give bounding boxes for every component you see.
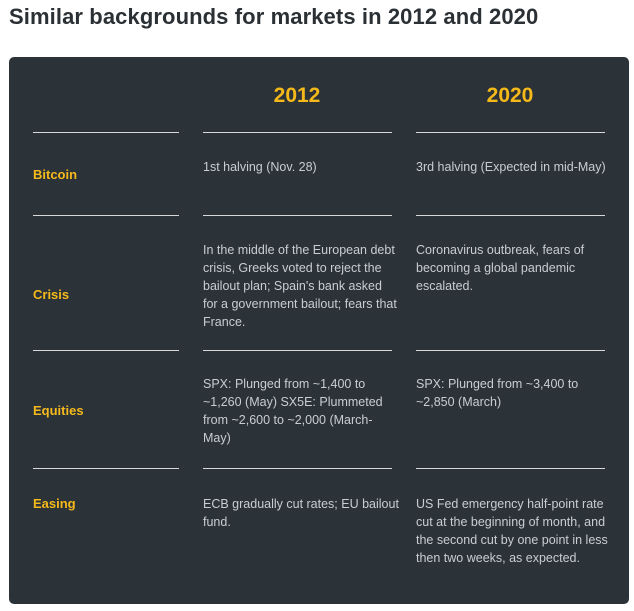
cell-equities-2020: SPX: Plunged from ~3,400 to ~2,850 (Marc… xyxy=(416,377,579,409)
column-header-2020: 2020 xyxy=(486,84,534,107)
row-divider xyxy=(203,468,392,469)
cell-easing-2012: ECB gradually cut rates; EU bailout fund… xyxy=(203,497,399,529)
row-label-equities: Equities xyxy=(33,403,84,418)
row-divider xyxy=(416,215,605,216)
row-divider xyxy=(203,350,392,351)
row-divider xyxy=(33,132,179,133)
row-divider xyxy=(416,132,605,133)
cell-bitcoin-2020: 3rd halving (Expected in mid-May) xyxy=(416,160,606,174)
cell-bitcoin-2012: 1st halving (Nov. 28) xyxy=(203,160,317,174)
row-divider xyxy=(416,350,605,351)
column-header-2012: 2012 xyxy=(273,84,321,107)
page-title: Similar backgrounds for markets in 2012 … xyxy=(9,4,539,29)
cell-crisis-2020: Coronavirus outbreak, fears of becoming … xyxy=(416,243,585,293)
row-label-crisis: Crisis xyxy=(33,287,70,302)
row-divider xyxy=(203,132,392,133)
row-divider xyxy=(416,468,605,469)
cell-equities-2012: SPX: Plunged from ~1,400 to ~1,260 (May)… xyxy=(203,377,383,445)
comparison-table: 2012 2020 Bitcoin 1st halving (Nov. 28) … xyxy=(9,57,629,604)
cell-easing-2020: US Fed emergency half-point rate cut at … xyxy=(416,497,608,565)
row-divider xyxy=(203,215,392,216)
row-label-easing: Easing xyxy=(33,496,76,511)
cell-crisis-2012: In the middle of the European debt crisi… xyxy=(203,243,397,329)
row-divider xyxy=(33,468,179,469)
row-divider xyxy=(33,215,179,216)
row-divider xyxy=(33,350,179,351)
row-label-bitcoin: Bitcoin xyxy=(33,167,78,182)
